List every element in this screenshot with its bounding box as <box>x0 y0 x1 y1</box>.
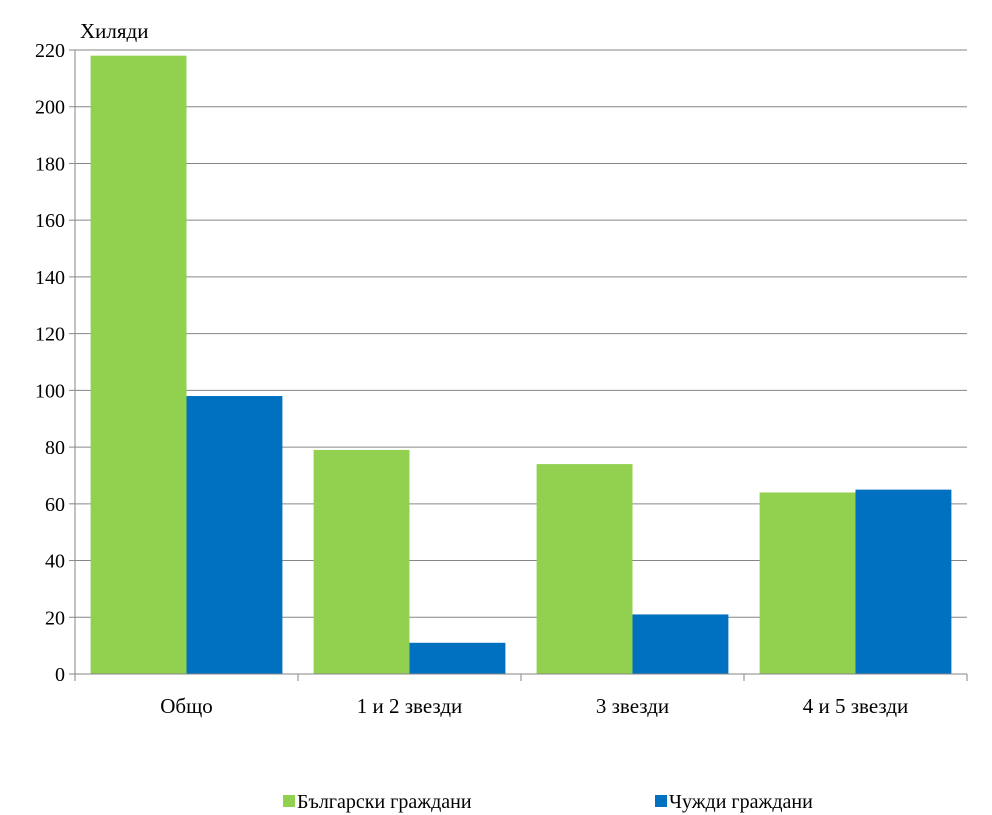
bar-foreign-2 <box>632 614 729 674</box>
legend-label: Български граждани <box>297 791 472 813</box>
y-tick-label: 140 <box>35 267 65 289</box>
legend: Български граждани Чужди граждани <box>283 791 813 813</box>
legend-label: Чужди граждани <box>669 791 813 813</box>
x-category-label: 3 звезди <box>596 694 669 718</box>
bar-bulgarian-0 <box>90 55 187 674</box>
bar-bulgarian-2 <box>536 464 633 674</box>
bar-bulgarian-1 <box>313 449 410 674</box>
x-category-label: 1 и 2 звезди <box>357 694 463 718</box>
y-tick-label: 180 <box>35 153 65 175</box>
y-axis-unit-label: Хиляди <box>80 19 148 43</box>
bar-foreign-1 <box>409 642 506 674</box>
y-tick-label: 0 <box>55 664 65 686</box>
y-tick-label: 120 <box>35 324 65 346</box>
y-tick-label: 160 <box>35 210 65 232</box>
x-category-label: Общо <box>160 694 213 718</box>
bar-foreign-3 <box>855 489 952 674</box>
legend-swatch <box>283 795 295 807</box>
y-tick-label: 80 <box>45 437 65 459</box>
bars <box>90 55 952 674</box>
y-tick-label: 220 <box>35 40 65 62</box>
axes: 0 20 40 60 80 100 120 140 160 180 200 220 Общо 1 и 2 … <box>35 40 968 718</box>
bar-foreign-0 <box>186 396 283 674</box>
bar-bulgarian-3 <box>759 492 856 674</box>
y-tick-label: 20 <box>45 607 65 629</box>
y-tick-label: 40 <box>45 551 65 573</box>
y-tick-label: 200 <box>35 97 65 119</box>
x-category-label: 4 и 5 звезди <box>803 694 909 718</box>
y-tick-label: 60 <box>45 494 65 516</box>
legend-swatch <box>655 795 667 807</box>
y-tick-label: 100 <box>35 380 65 402</box>
